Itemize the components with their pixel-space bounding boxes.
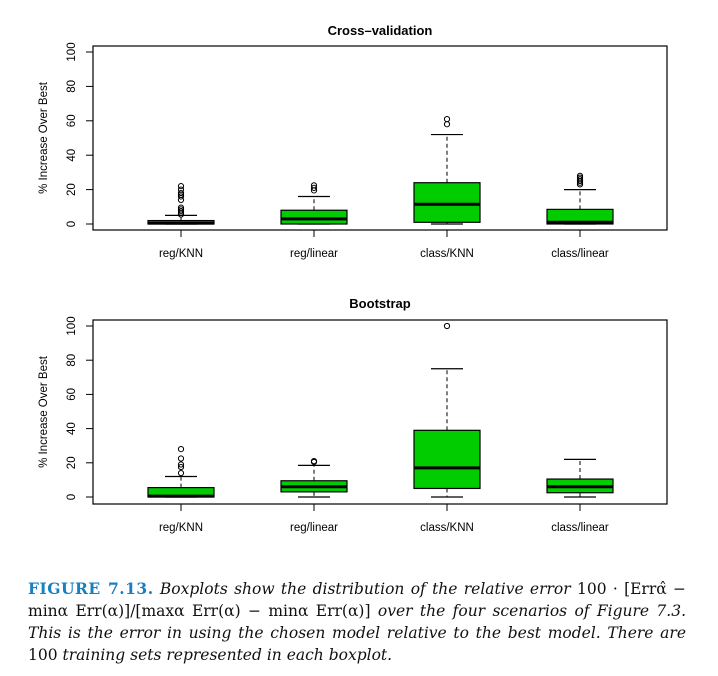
chart-title: Cross–validation [328,23,433,38]
outlier-point [177,469,185,477]
y-tick-label: 100 [66,42,78,61]
boxplot-reg-linear [280,182,348,225]
plot-frame [92,319,668,505]
x-category-label: class/linear [551,248,609,260]
y-tick-label: 20 [66,456,78,469]
figure-caption: FIGURE 7.13. Boxplots show the distribut… [28,578,686,666]
boxplot-reg-linear [280,457,348,498]
x-category-label: reg/linear [290,248,338,260]
x-category-label: class/KNN [420,248,474,260]
outlier-point [443,322,451,330]
box-iqr [413,429,481,490]
y-tick-label: 20 [66,183,78,196]
boxplot-class-knn [413,322,481,498]
plot-frame [92,45,668,231]
y-tick-label: 60 [66,114,78,127]
outlier-point [310,182,318,189]
panel-cross-validation: Cross–validation 0 20 40 60 80 100 % Increase O… [38,23,668,260]
outlier-point [177,461,185,468]
outlier-point [177,208,185,215]
y-tick-label: 0 [66,494,78,500]
boxplot-class-linear [546,458,614,498]
outlier-point [177,463,185,471]
boxplot-reg-knn [147,183,215,225]
y-tick-label: 80 [66,354,78,367]
x-category-label: class/KNN [420,522,474,534]
outlier-point [443,121,451,128]
outlier-point [177,206,185,213]
outlier-point [310,184,318,191]
caption-formula: 100 · [Errα̂ − minα Err(α)]/[maxα Err(α)… [28,580,686,620]
y-tick-label: 60 [66,388,78,401]
outlier-point [576,172,584,179]
outlier-point [177,446,185,453]
outlier-point [576,174,584,181]
caption-text-1: Boxplots show the distribution of the re… [159,580,571,598]
outlier-point [177,189,185,197]
y-axis-label: % Increase Over Best [38,81,50,194]
x-category-label: class/linear [551,522,609,534]
boxplot-reg-knn [147,446,215,498]
x-category-label: reg/KNN [159,248,203,260]
outlier-point [177,186,185,193]
figure-boxplots: Cross–validation 0 20 40 60 80 100 % Increase O… [38,23,668,534]
caption-label: FIGURE 7.13. [28,579,154,598]
y-axis-label: % Increase Over Best [38,355,50,468]
outlier-point [576,176,584,183]
y-tick-label: 100 [66,316,78,335]
outlier-point [177,193,185,200]
outlier-point [177,204,185,211]
box-iqr [546,208,614,225]
y-tick-label: 0 [66,221,78,227]
x-category-label: reg/linear [290,522,338,534]
boxplot-class-knn [413,115,481,225]
x-category-label: reg/KNN [159,522,203,534]
y-tick-label: 80 [66,80,78,93]
y-tick-label: 40 [66,422,78,435]
outlier-point [177,183,185,190]
caption-number: 100 [28,646,58,664]
outlier-point [310,457,318,465]
box-iqr [280,209,348,225]
outlier-point [443,115,451,123]
panel-bootstrap: Bootstrap 0 20 40 60 80 100 % Increase Over Bes… [38,296,668,534]
y-tick-label: 40 [66,149,78,162]
box-iqr [413,182,481,223]
chart-title: Bootstrap [349,296,410,311]
outlier-point [177,455,185,462]
caption-text-3: training sets represented in each boxplo… [62,646,393,664]
caption-text-2: over the four scenarios of Figure 7.3. T… [28,602,687,642]
boxplot-class-linear [546,172,614,225]
